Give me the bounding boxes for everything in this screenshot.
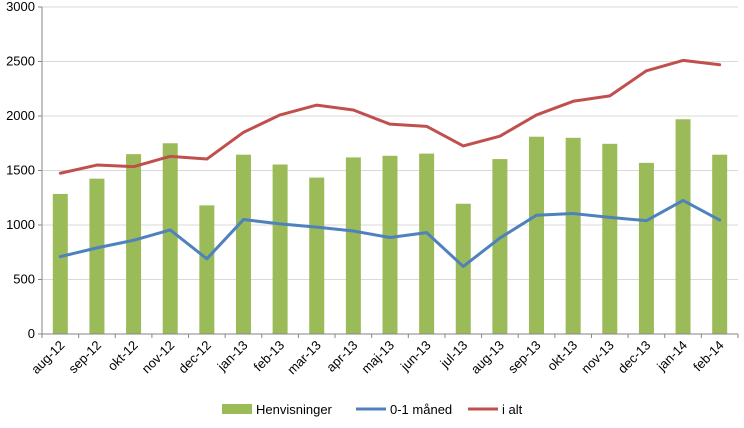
- x-tick-label: nov-13: [578, 338, 617, 377]
- x-tick-label: dec-13: [615, 338, 654, 377]
- bar-dec-13: [638, 162, 654, 334]
- bar-okt-12: [126, 154, 142, 334]
- y-tick-label: 1500: [6, 163, 35, 178]
- x-tick-label: jan-13: [214, 338, 251, 375]
- x-tick-label: mar-13: [284, 338, 324, 378]
- bar-sep-13: [529, 136, 545, 334]
- x-tick-label: feb-13: [251, 338, 288, 375]
- x-tick-label: okt-12: [105, 338, 141, 374]
- y-tick-label: 0: [28, 326, 35, 341]
- bar-feb-14: [712, 154, 728, 334]
- legend-label: i alt: [502, 402, 523, 417]
- legend: Henvisninger 0-1 måned i alt: [222, 402, 523, 417]
- x-tick-label: jan-14: [653, 338, 690, 375]
- x-tick-label: okt-13: [544, 338, 580, 374]
- line-series-i-alt: [58, 58, 722, 175]
- bar-maj-13: [382, 155, 398, 334]
- y-tick-label: 3000: [6, 0, 35, 14]
- x-tick-label: sep-13: [505, 338, 544, 377]
- bar-nov-12: [162, 143, 178, 334]
- bar-aug-13: [492, 159, 508, 334]
- x-tick-label: dec-12: [175, 338, 214, 377]
- y-tick-label: 1000: [6, 217, 35, 232]
- bar-jan-14: [675, 119, 691, 335]
- x-tick-label: jul-13: [437, 338, 471, 372]
- line-series: [58, 58, 722, 268]
- bar-aug-12: [52, 193, 68, 334]
- bar-jun-13: [419, 153, 435, 334]
- y-tick-label: 2000: [6, 108, 35, 123]
- bar-nov-13: [602, 143, 618, 334]
- bar-dec-12: [199, 205, 215, 334]
- axes: [38, 6, 739, 338]
- y-tick-label: 2500: [6, 54, 35, 69]
- bar-series-henvisninger: [52, 119, 728, 335]
- bar-okt-13: [565, 137, 581, 334]
- bar-jan-13: [235, 154, 251, 334]
- legend-swatch-henvisninger: [222, 404, 252, 414]
- x-tick-label: maj-13: [358, 338, 397, 377]
- line-series-0-1-maaned: [58, 198, 722, 268]
- x-tick-label: jun-13: [397, 338, 434, 375]
- x-tick-label: aug-12: [28, 338, 67, 377]
- bar-feb-13: [272, 164, 288, 334]
- bar-jul-13: [455, 203, 471, 334]
- x-tick-label: nov-12: [139, 338, 178, 377]
- x-tick-label: feb-14: [690, 338, 727, 375]
- x-tick-label: apr-13: [323, 338, 360, 375]
- x-tick-label: aug-13: [468, 338, 507, 377]
- x-tick-label: sep-12: [65, 338, 104, 377]
- y-axis-tick-labels: 0 500 1000 1500 2000 2500 3000: [6, 0, 35, 341]
- bar-sep-12: [89, 178, 105, 334]
- legend-label: Henvisninger: [256, 402, 333, 417]
- y-tick-label: 500: [13, 272, 35, 287]
- bar-mar-13: [309, 177, 325, 334]
- legend-label: 0-1 måned: [390, 402, 452, 417]
- bar-apr-13: [345, 157, 361, 334]
